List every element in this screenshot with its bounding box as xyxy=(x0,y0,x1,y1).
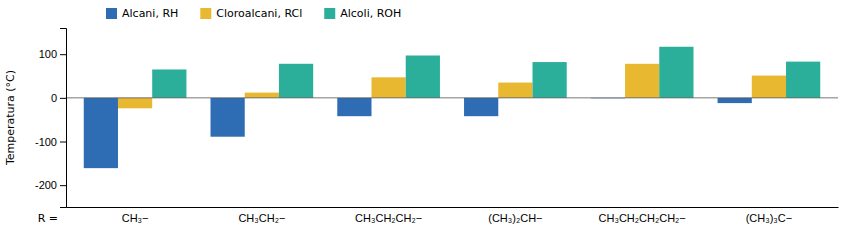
annotation: R = xyxy=(38,212,58,225)
bar xyxy=(786,62,820,98)
y-tick-label: -200 xyxy=(35,179,57,191)
y-tick: -100 xyxy=(35,136,66,148)
bar xyxy=(464,98,498,116)
bar-series xyxy=(152,47,820,98)
legend-label: Alcani, RH xyxy=(122,7,178,20)
bar-series xyxy=(84,98,752,168)
y-tick-label: 100 xyxy=(39,48,57,60)
y-tick: 100 xyxy=(39,48,66,60)
bar xyxy=(337,98,371,116)
zero-line xyxy=(66,97,838,98)
y-axis: -200 -100 0 100 xyxy=(35,29,67,208)
bar xyxy=(245,93,279,98)
y-tick-mark xyxy=(60,98,66,99)
legend: Alcani, RH Cloroalcani, RCl Alcoli, ROH xyxy=(106,7,401,20)
x-tick-label: CH₃CH₂− xyxy=(238,212,285,224)
x-tick-label: CH₃− xyxy=(122,212,149,224)
legend-item: Alcani, RH xyxy=(106,7,178,20)
legend-label: Alcoli, ROH xyxy=(340,7,401,20)
bar xyxy=(211,98,245,137)
bar xyxy=(498,83,532,98)
x-axis: CH₃− CH₃CH₂− CH₃CH₂CH₂− (CH₃)₂CH− CH₃CH₂CH₂C… xyxy=(67,208,839,224)
bar xyxy=(532,62,566,98)
bar xyxy=(718,98,752,103)
plot: -200 -100 0 100 CH₃− CH₃CH₂− CH₃CH₂CH₂− (CH₃)₂C… xyxy=(35,29,839,225)
legend-swatch xyxy=(106,8,117,19)
x-tick: CH₃− xyxy=(122,212,149,224)
bar xyxy=(118,98,152,108)
chart: -200 -100 0 100 CH₃− CH₃CH₂− CH₃CH₂CH₂− (CH₃)₂C… xyxy=(0,0,850,241)
y-axis-title: Temperatura (°C) xyxy=(4,70,17,166)
y-tick-mark xyxy=(60,185,66,186)
legend-item: Cloroalcani, RCl xyxy=(200,7,302,20)
legend-label: Cloroalcani, RCl xyxy=(216,7,302,20)
legend-swatch xyxy=(200,8,211,19)
y-axis-line xyxy=(60,29,67,208)
x-tick: (CH₃)₂CH− xyxy=(488,212,542,224)
bar xyxy=(659,47,693,98)
x-tick-label: (CH₃)₃C− xyxy=(746,212,793,224)
y-tick: -200 xyxy=(35,179,66,191)
y-tick: 0 xyxy=(51,92,66,104)
bar xyxy=(372,77,406,98)
x-tick: CH₃CH₂− xyxy=(238,212,285,224)
x-tick-label: CH₃CH₂CH₂− xyxy=(355,212,422,224)
x-tick: CH₃CH₂CH₂CH₂− xyxy=(599,212,686,224)
x-tick-label: (CH₃)₂CH− xyxy=(488,212,542,224)
x-axis-line xyxy=(67,207,839,208)
bar xyxy=(625,64,659,98)
legend-item: Alcoli, ROH xyxy=(324,7,401,20)
bar xyxy=(406,56,440,98)
bar xyxy=(279,64,313,98)
bar xyxy=(84,98,118,168)
y-tick-mark xyxy=(60,142,66,143)
x-tick: (CH₃)₃C− xyxy=(746,212,793,224)
y-tick-label: 0 xyxy=(51,92,57,104)
legend-swatch xyxy=(324,8,335,19)
y-tick-label: -100 xyxy=(35,136,57,148)
bar xyxy=(152,69,186,97)
y-tick-mark xyxy=(60,54,66,55)
x-tick-label: CH₃CH₂CH₂CH₂− xyxy=(599,212,686,224)
bars xyxy=(66,47,838,168)
x-tick: CH₃CH₂CH₂− xyxy=(355,212,422,224)
bar xyxy=(752,76,786,98)
